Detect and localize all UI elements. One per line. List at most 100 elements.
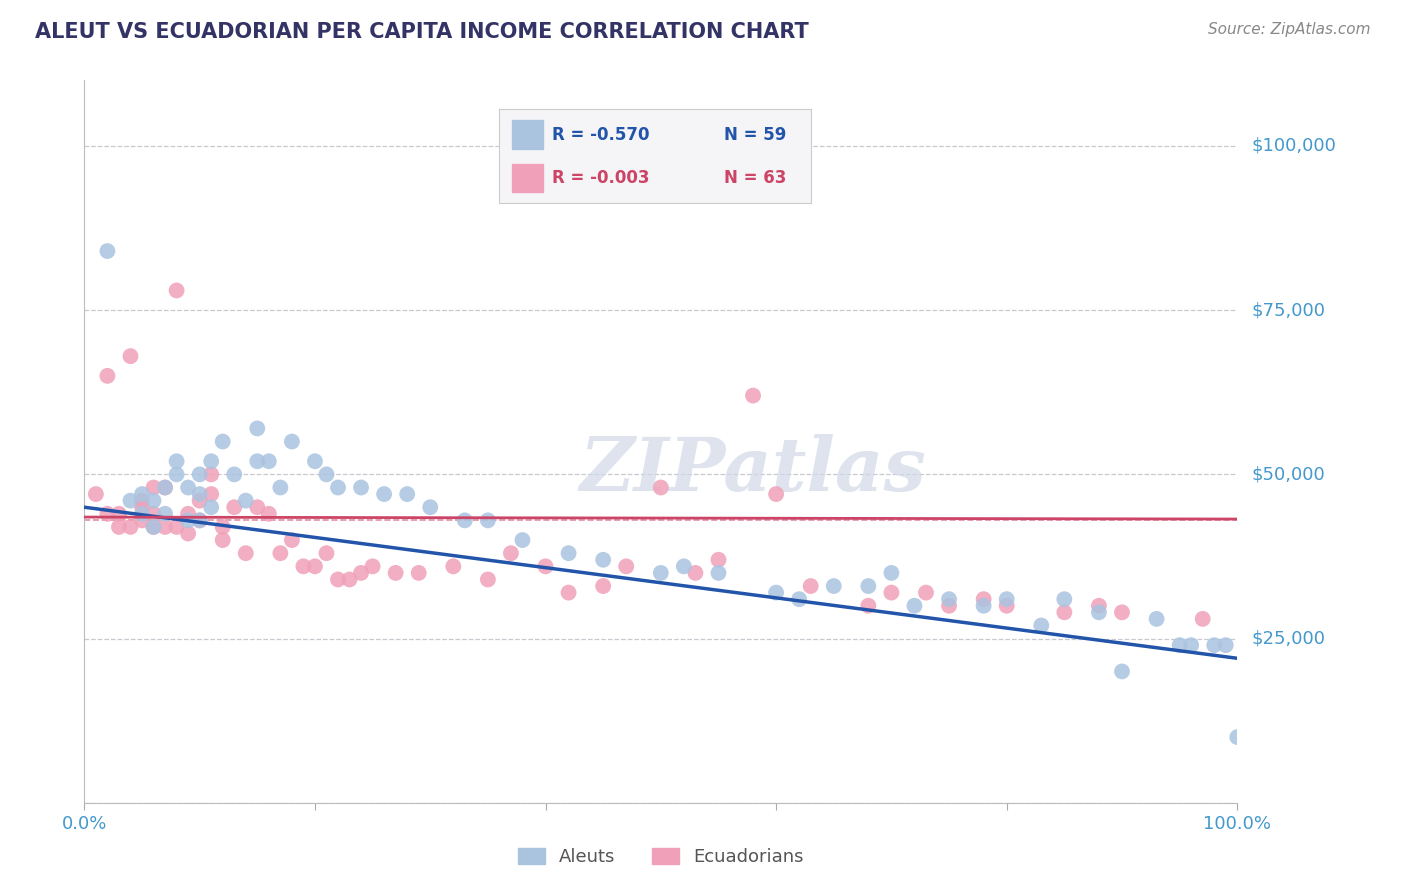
Point — [246, 421, 269, 435]
Point — [166, 520, 188, 534]
Point — [614, 559, 637, 574]
Point — [1180, 638, 1202, 652]
Point — [257, 507, 280, 521]
Point — [938, 592, 960, 607]
Point — [672, 559, 695, 574]
Point — [84, 487, 107, 501]
Point — [224, 500, 246, 515]
Text: $25,000: $25,000 — [1251, 630, 1326, 648]
Point — [373, 487, 395, 501]
Point — [880, 585, 903, 599]
Text: R = -0.570: R = -0.570 — [553, 126, 650, 144]
Point — [235, 546, 257, 560]
Point — [1226, 730, 1249, 744]
Point — [592, 553, 614, 567]
Point — [304, 454, 326, 468]
Bar — [512, 163, 543, 192]
Point — [211, 533, 233, 547]
Point — [765, 487, 787, 501]
Point — [108, 520, 131, 534]
Point — [153, 507, 176, 521]
Point — [650, 566, 672, 580]
Point — [166, 467, 188, 482]
Point — [938, 599, 960, 613]
Point — [246, 500, 269, 515]
Point — [384, 566, 406, 580]
Point — [166, 454, 188, 468]
Point — [557, 546, 579, 560]
Point — [188, 487, 211, 501]
Point — [166, 284, 188, 298]
Text: ALEUT VS ECUADORIAN PER CAPITA INCOME CORRELATION CHART: ALEUT VS ECUADORIAN PER CAPITA INCOME CO… — [35, 22, 808, 42]
Point — [408, 566, 430, 580]
Point — [903, 599, 925, 613]
Point — [800, 579, 823, 593]
Point — [188, 467, 211, 482]
Point — [211, 520, 233, 534]
Point — [200, 487, 222, 501]
Point — [973, 592, 995, 607]
Text: Source: ZipAtlas.com: Source: ZipAtlas.com — [1208, 22, 1371, 37]
Point — [915, 585, 938, 599]
Point — [131, 507, 153, 521]
Point — [361, 559, 384, 574]
Point — [512, 533, 534, 547]
Point — [188, 493, 211, 508]
Point — [685, 566, 707, 580]
Point — [339, 573, 361, 587]
Point — [200, 467, 222, 482]
Point — [1191, 612, 1213, 626]
Point — [419, 500, 441, 515]
Point — [1111, 605, 1133, 619]
Text: N = 63: N = 63 — [724, 169, 786, 186]
Point — [1215, 638, 1237, 652]
Point — [454, 513, 477, 527]
Point — [177, 481, 200, 495]
Point — [142, 493, 165, 508]
Point — [1146, 612, 1168, 626]
Point — [350, 566, 373, 580]
Point — [1088, 599, 1111, 613]
Point — [858, 599, 880, 613]
Point — [131, 513, 153, 527]
Point — [246, 454, 269, 468]
Point — [823, 579, 845, 593]
Point — [96, 244, 118, 258]
Text: $75,000: $75,000 — [1251, 301, 1326, 319]
Point — [1053, 592, 1076, 607]
Point — [142, 481, 165, 495]
Point — [787, 592, 810, 607]
Point — [235, 493, 257, 508]
Point — [973, 599, 995, 613]
Point — [177, 513, 200, 527]
Point — [304, 559, 326, 574]
Point — [153, 481, 176, 495]
Point — [707, 553, 730, 567]
Point — [534, 559, 557, 574]
Point — [707, 566, 730, 580]
Point — [188, 513, 211, 527]
Point — [396, 487, 419, 501]
Point — [269, 546, 291, 560]
Point — [326, 573, 349, 587]
Point — [142, 520, 165, 534]
Point — [995, 599, 1018, 613]
Text: N = 59: N = 59 — [724, 126, 786, 144]
Point — [326, 481, 349, 495]
Point — [742, 388, 765, 402]
Point — [650, 481, 672, 495]
Text: $50,000: $50,000 — [1251, 466, 1324, 483]
Point — [153, 520, 176, 534]
Text: $100,000: $100,000 — [1251, 137, 1336, 155]
Point — [880, 566, 903, 580]
Point — [557, 585, 579, 599]
Point — [1111, 665, 1133, 679]
Point — [292, 559, 315, 574]
Point — [177, 507, 200, 521]
Point — [765, 585, 787, 599]
Point — [477, 573, 499, 587]
Point — [96, 507, 118, 521]
Point — [200, 454, 222, 468]
Point — [120, 349, 142, 363]
Point — [1053, 605, 1076, 619]
